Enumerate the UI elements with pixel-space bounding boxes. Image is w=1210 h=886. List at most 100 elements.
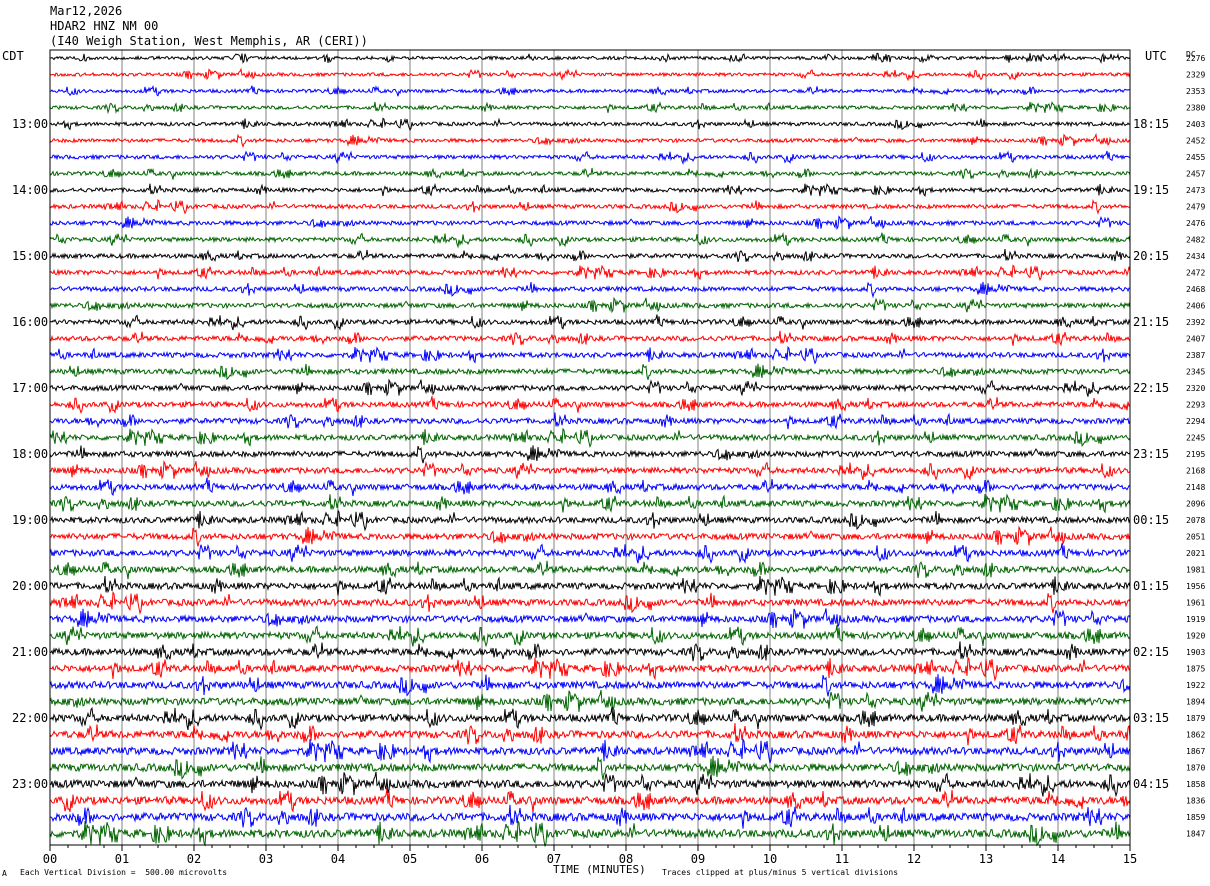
dc-offset-label: 2320 xyxy=(1186,384,1205,393)
dc-offset-label: 2245 xyxy=(1186,434,1205,443)
trace-line-16 xyxy=(49,296,1131,314)
dc-offset-label: 2387 xyxy=(1186,351,1205,360)
right-hour-label: 02:15 xyxy=(1133,645,1169,659)
right-hour-label: 19:15 xyxy=(1133,183,1169,197)
axis-labels: 2276 2329 2353 2380 2403 2452 2455 2457 2473 2479… xyxy=(12,54,1205,866)
dc-offset-label: 2472 xyxy=(1186,269,1205,278)
trace-line-8 xyxy=(49,167,1131,180)
trace-line-39 xyxy=(49,674,1131,697)
right-hour-label: 03:15 xyxy=(1133,711,1169,725)
trace-line-34 xyxy=(49,590,1131,615)
trace-line-7 xyxy=(49,150,1131,166)
dc-offset-label: 2293 xyxy=(1186,401,1205,410)
trace-line-42 xyxy=(49,723,1131,746)
trace-line-1 xyxy=(50,52,1131,65)
right-hour-label: 23:15 xyxy=(1133,447,1169,461)
x-tick-label: 12 xyxy=(907,852,921,866)
left-hour-label: 13:00 xyxy=(12,117,48,131)
trace-line-15 xyxy=(49,281,1131,299)
trace-line-40 xyxy=(49,689,1131,712)
x-tick-label: 11 xyxy=(835,852,849,866)
x-tick-label: 07 xyxy=(547,852,561,866)
dc-offset-label: 2195 xyxy=(1186,450,1205,459)
left-hour-label: 18:00 xyxy=(12,447,48,461)
dc-offset-label: 2096 xyxy=(1186,500,1205,509)
dc-offset-label: 1903 xyxy=(1186,648,1205,657)
right-timezone-label: UTC xyxy=(1145,49,1167,63)
trace-line-25 xyxy=(49,445,1131,464)
station-code: HDAR2 HNZ NM 00 xyxy=(50,19,159,33)
trace-line-32 xyxy=(50,560,1131,580)
dc-offset-label: 2452 xyxy=(1186,137,1205,146)
trace-line-2 xyxy=(49,67,1131,82)
x-tick-label: 00 xyxy=(43,852,57,866)
dc-offset-label: 2406 xyxy=(1186,302,1205,311)
x-tick-label: 13 xyxy=(979,852,993,866)
dc-offset-label: 2021 xyxy=(1186,549,1205,558)
dc-offset-label: 2479 xyxy=(1186,203,1205,212)
trace-line-45 xyxy=(49,771,1131,798)
dc-offset-label: 1847 xyxy=(1186,830,1205,839)
trace-line-21 xyxy=(49,378,1131,397)
left-hour-label: 23:00 xyxy=(12,777,48,791)
right-hour-label: 01:15 xyxy=(1133,579,1169,593)
dc-offset-label: 1922 xyxy=(1186,681,1205,690)
trace-line-20 xyxy=(49,363,1131,381)
trace-line-18 xyxy=(49,330,1131,347)
dc-offset-label: 2078 xyxy=(1186,516,1205,525)
trace-line-11 xyxy=(49,215,1131,231)
trace-line-37 xyxy=(49,641,1131,662)
dc-offset-label: 2294 xyxy=(1186,417,1205,426)
seismic-traces xyxy=(49,52,1131,847)
dc-offset-label: 1870 xyxy=(1186,764,1205,773)
dc-offset-label: 1862 xyxy=(1186,731,1205,740)
dc-offset-label: 2482 xyxy=(1186,236,1205,245)
trace-line-24 xyxy=(49,427,1131,449)
dc-offset-label: 1867 xyxy=(1186,747,1205,756)
left-hour-label: 16:00 xyxy=(12,315,48,329)
dc-offset-label: 1961 xyxy=(1186,599,1205,608)
dc-offset-label: 2276 xyxy=(1186,54,1205,63)
plot-date: Mar12,2026 xyxy=(50,4,123,18)
x-tick-label: 01 xyxy=(115,852,129,866)
dc-offset-label: 1920 xyxy=(1186,632,1205,641)
right-hour-label: 00:15 xyxy=(1133,513,1169,527)
dc-offset-label: 2403 xyxy=(1186,120,1205,129)
dc-offset-label: 2476 xyxy=(1186,219,1205,228)
right-hour-label: 04:15 xyxy=(1133,777,1169,791)
dc-offset-label: 2455 xyxy=(1186,153,1205,162)
trace-line-12 xyxy=(49,231,1131,249)
right-hour-label: 21:15 xyxy=(1133,315,1169,329)
dc-offset-label: 2392 xyxy=(1186,318,1205,327)
x-tick-label: 02 xyxy=(187,852,201,866)
trace-line-33 xyxy=(49,575,1131,598)
x-axis-title: TIME (MINUTES) xyxy=(553,863,646,876)
dc-offset-label: 1859 xyxy=(1186,813,1205,822)
trace-line-31 xyxy=(49,543,1131,565)
trace-line-35 xyxy=(49,608,1131,629)
trace-line-38 xyxy=(49,656,1131,682)
clip-note: Traces clipped at plus/minus 5 vertical … xyxy=(662,868,899,877)
dc-offset-label: 2345 xyxy=(1186,368,1205,377)
trace-line-22 xyxy=(49,396,1131,415)
trace-line-3 xyxy=(49,85,1130,97)
dc-offset-label: 2434 xyxy=(1186,252,1205,261)
left-hour-label: 17:00 xyxy=(12,381,48,395)
trace-line-13 xyxy=(49,249,1131,263)
dc-offset-label: 2148 xyxy=(1186,483,1205,492)
trace-line-46 xyxy=(49,788,1131,813)
trace-line-28 xyxy=(49,493,1131,514)
dc-offset-label: 1919 xyxy=(1186,615,1205,624)
dc-offset-label: 2353 xyxy=(1186,87,1205,96)
trace-line-9 xyxy=(49,182,1131,197)
dc-offset-label: 2457 xyxy=(1186,170,1205,179)
x-tick-label: 14 xyxy=(1051,852,1065,866)
x-tick-label: 08 xyxy=(619,852,633,866)
right-hour-label: 22:15 xyxy=(1133,381,1169,395)
dc-offset-label: 1894 xyxy=(1186,698,1205,707)
trace-line-43 xyxy=(49,737,1131,764)
dc-offset-label: 1858 xyxy=(1186,780,1205,789)
dc-offset-label: 1879 xyxy=(1186,714,1205,723)
dc-offset-label: 2329 xyxy=(1186,71,1205,80)
